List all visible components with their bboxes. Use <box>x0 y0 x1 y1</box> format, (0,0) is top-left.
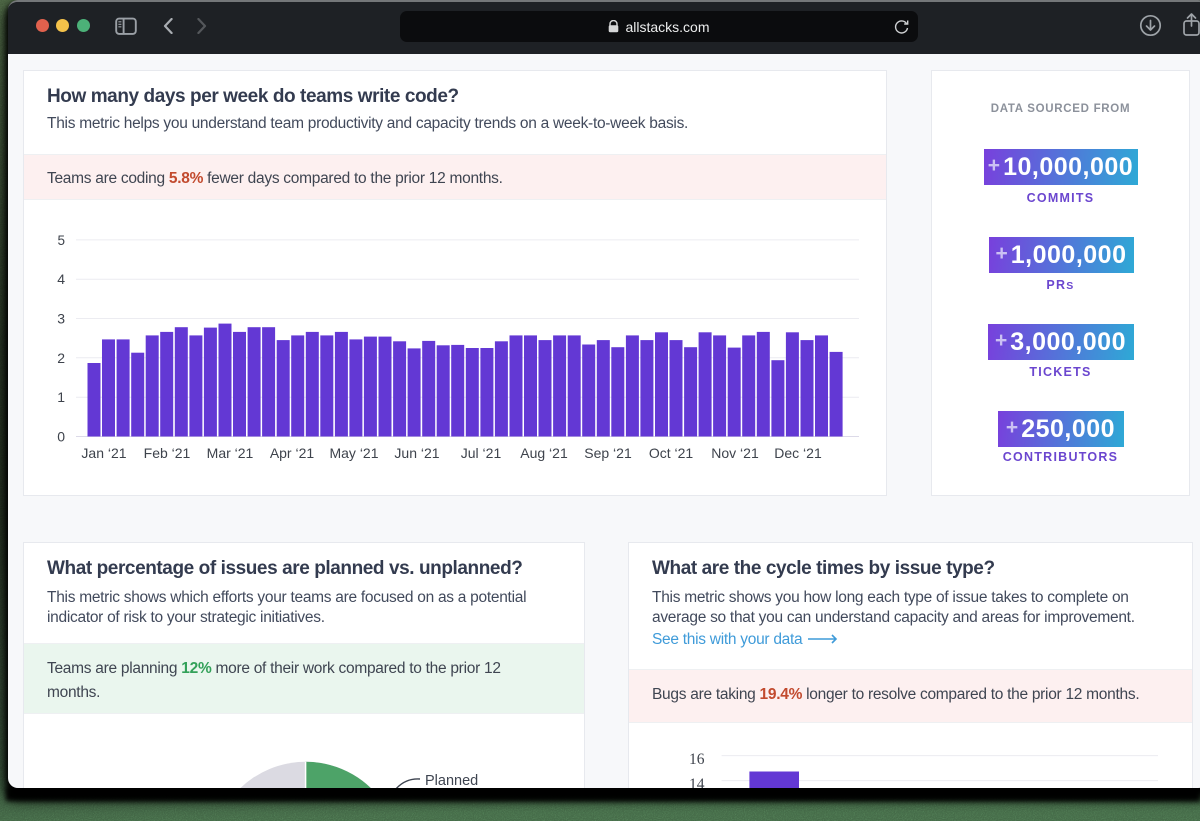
svg-text:Sep ‘21: Sep ‘21 <box>584 445 632 461</box>
svg-text:2: 2 <box>57 350 65 366</box>
svg-text:Dec ‘21: Dec ‘21 <box>774 445 822 461</box>
svg-text:14: 14 <box>689 776 705 788</box>
svg-text:Aug ‘21: Aug ‘21 <box>520 445 568 461</box>
svg-text:Jan ‘21: Jan ‘21 <box>81 445 126 461</box>
svg-text:Mar ‘21: Mar ‘21 <box>207 445 254 461</box>
svg-text:Nov ‘21: Nov ‘21 <box>711 445 759 461</box>
svg-text:4: 4 <box>57 271 65 287</box>
svg-text:May ‘21: May ‘21 <box>329 445 378 461</box>
svg-text:Jul ‘21: Jul ‘21 <box>461 445 502 461</box>
svg-text:1: 1 <box>57 389 65 405</box>
svg-text:0: 0 <box>57 429 65 445</box>
svg-text:3: 3 <box>57 311 65 327</box>
svg-text:Jun ‘21: Jun ‘21 <box>394 445 439 461</box>
svg-text:Apr ‘21: Apr ‘21 <box>270 445 315 461</box>
svg-text:16: 16 <box>689 751 705 768</box>
svg-text:5: 5 <box>57 233 65 248</box>
svg-text:Oct ‘21: Oct ‘21 <box>649 445 694 461</box>
svg-text:Planned: Planned <box>425 773 478 788</box>
svg-text:Feb ‘21: Feb ‘21 <box>144 445 191 461</box>
